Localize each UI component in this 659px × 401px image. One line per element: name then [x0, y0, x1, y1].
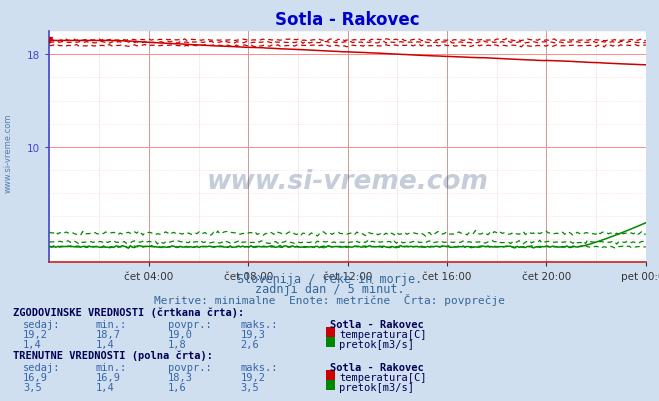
- Text: 3,5: 3,5: [241, 382, 259, 392]
- Text: www.si-vreme.com: www.si-vreme.com: [207, 169, 488, 195]
- Text: ZGODOVINSKE VREDNOSTI (črtkana črta):: ZGODOVINSKE VREDNOSTI (črtkana črta):: [13, 306, 244, 317]
- Title: Sotla - Rakovec: Sotla - Rakovec: [275, 11, 420, 29]
- Text: sedaj:: sedaj:: [23, 319, 61, 329]
- Text: 1,8: 1,8: [168, 339, 186, 349]
- Text: www.si-vreme.com: www.si-vreme.com: [3, 113, 13, 192]
- Text: min.:: min.:: [96, 319, 127, 329]
- Text: maks.:: maks.:: [241, 319, 278, 329]
- Text: 19,2: 19,2: [241, 372, 266, 382]
- Text: 19,3: 19,3: [241, 329, 266, 339]
- Text: min.:: min.:: [96, 362, 127, 372]
- Text: 18,3: 18,3: [168, 372, 193, 382]
- Text: pretok[m3/s]: pretok[m3/s]: [339, 339, 415, 349]
- Text: 16,9: 16,9: [96, 372, 121, 382]
- Text: 18,7: 18,7: [96, 329, 121, 339]
- Text: 19,2: 19,2: [23, 329, 48, 339]
- Text: 1,4: 1,4: [23, 339, 42, 349]
- Text: sedaj:: sedaj:: [23, 362, 61, 372]
- Text: temperatura[C]: temperatura[C]: [339, 372, 427, 382]
- Text: Sotla - Rakovec: Sotla - Rakovec: [330, 319, 423, 329]
- Text: 3,5: 3,5: [23, 382, 42, 392]
- Text: 16,9: 16,9: [23, 372, 48, 382]
- Text: Sotla - Rakovec: Sotla - Rakovec: [330, 362, 423, 372]
- Text: povpr.:: povpr.:: [168, 362, 212, 372]
- Text: pretok[m3/s]: pretok[m3/s]: [339, 382, 415, 392]
- Text: povpr.:: povpr.:: [168, 319, 212, 329]
- Text: TRENUTNE VREDNOSTI (polna črta):: TRENUTNE VREDNOSTI (polna črta):: [13, 349, 213, 360]
- Text: zadnji dan / 5 minut.: zadnji dan / 5 minut.: [254, 283, 405, 296]
- Text: maks.:: maks.:: [241, 362, 278, 372]
- Text: 19,0: 19,0: [168, 329, 193, 339]
- Text: 1,4: 1,4: [96, 339, 114, 349]
- Text: 2,6: 2,6: [241, 339, 259, 349]
- Text: 1,4: 1,4: [96, 382, 114, 392]
- Text: Slovenija / reke in morje.: Slovenija / reke in morje.: [237, 273, 422, 286]
- Text: temperatura[C]: temperatura[C]: [339, 329, 427, 339]
- Text: 1,6: 1,6: [168, 382, 186, 392]
- Text: Meritve: minimalne  Enote: metrične  Črta: povprečje: Meritve: minimalne Enote: metrične Črta:…: [154, 293, 505, 305]
